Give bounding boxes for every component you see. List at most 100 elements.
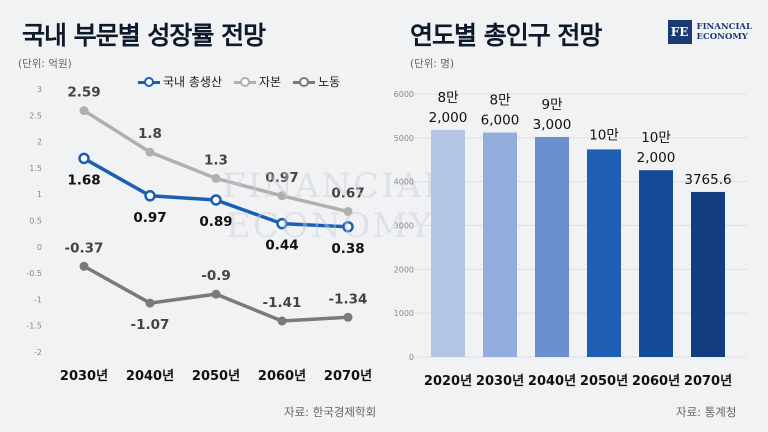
y-tick-label: 2: [37, 138, 42, 147]
y-tick-label: 3: [37, 85, 42, 94]
data-point: [210, 194, 222, 206]
bar-value-label: 3,000: [533, 117, 572, 133]
data-label: 0.67: [331, 186, 364, 202]
bar-value-label: 2,000: [637, 150, 676, 166]
data-label: 1.8: [138, 126, 162, 142]
legend-item-gdp: 국내 총생산: [138, 73, 222, 90]
y-tick-label: 4000: [394, 178, 414, 187]
x-tick-label: 2040년: [528, 374, 576, 389]
data-label: -1.34: [329, 291, 368, 307]
left-chart-unit: (단위: 억원): [18, 58, 72, 70]
y-tick-label: 0.5: [29, 217, 42, 226]
data-label: 0.44: [265, 238, 298, 254]
data-label: -1.41: [263, 295, 302, 311]
bar-value-label: 10만: [641, 130, 671, 146]
legend-label-gdp: 국내 총생산: [163, 75, 223, 89]
data-point: [343, 207, 353, 217]
data-label: 0.89: [199, 214, 232, 230]
bar: [587, 149, 621, 357]
logo-line1: FINANCIAL: [696, 22, 752, 32]
legend-swatch-gdp: [138, 76, 160, 87]
data-point: [211, 289, 221, 299]
x-tick-label: 2050년: [580, 374, 628, 389]
data-point: [78, 152, 90, 165]
x-tick-label: 2030년: [476, 374, 524, 389]
data-point: [79, 261, 89, 271]
y-tick-label: 1000: [394, 309, 414, 318]
left-chart-legend: 국내 총생산 자본 노동: [138, 73, 340, 90]
bar-value-label: 8만: [489, 93, 510, 109]
y-tick-label: 1: [37, 190, 42, 199]
data-label: -0.37: [65, 240, 104, 256]
logo-line2: ECONOMY: [696, 32, 748, 42]
financial-economy-logo: FE FINANCIAL ECONOMY: [667, 20, 752, 44]
logo-badge: FE: [667, 20, 692, 44]
data-point: [276, 217, 288, 230]
legend-item-labor: 노동: [293, 73, 340, 90]
x-tick-label: 2070년: [324, 369, 372, 384]
data-point: [145, 298, 155, 308]
legend-label-labor: 노동: [318, 75, 341, 89]
x-tick-label: 2050년: [192, 369, 240, 384]
bar: [431, 129, 465, 357]
right-chart-title: 연도별 총인구 전망: [410, 21, 602, 50]
data-point: [277, 191, 287, 201]
data-label: 0.97: [133, 210, 166, 226]
data-label: 1.68: [67, 172, 100, 188]
y-tick-label: -2: [34, 348, 42, 357]
left-chart-source: 자료: 한국경제학회: [284, 405, 377, 419]
y-tick-label: 0: [37, 243, 42, 252]
y-tick-label: 3000: [394, 222, 414, 231]
data-label: 0.38: [331, 241, 364, 257]
bar-value-label: 9만: [541, 97, 562, 113]
legend-swatch-capital: [234, 76, 257, 87]
bar: [691, 191, 725, 357]
right-chart-panel: 연도별 총인구 전망 (단위: 명) FINANCIAL ECONOMY 600…: [222, 0, 768, 432]
bar-value-label: 6,000: [481, 113, 520, 129]
line-chart-plot: 3 2.5 2 1.5 1 0.5 0 -0.5 -1 -1.5 -2 2030년 2040년 2050년…: [26, 85, 372, 384]
bar: [639, 170, 673, 357]
data-label: -1.07: [131, 317, 170, 333]
y-tick-label: -1: [34, 295, 42, 304]
y-tick-label: -1.5: [26, 322, 42, 331]
bar: [483, 132, 517, 357]
x-tick-label: 2040년: [126, 369, 174, 384]
data-point: [342, 221, 354, 233]
left-chart-title: 국내 부문별 성장률 전망: [22, 21, 266, 50]
bar-value-label: 2,000: [429, 110, 468, 126]
legend-label-capital: 자본: [259, 75, 282, 89]
y-tick-label: 0: [409, 353, 414, 362]
left-chart-panel: 국내 부문별 성장률 전망 (단위: 억원) 국내 총생산 자본 노동 3 2.5…: [18, 21, 377, 419]
right-chart-source: 자료: 통계청: [676, 405, 737, 419]
x-tick-label: 2060년: [632, 374, 680, 389]
y-tick-label: 2000: [394, 265, 414, 274]
bar-value-label: 3765.6: [684, 172, 731, 188]
data-label: 2.59: [67, 85, 100, 101]
x-tick-label: 2070년: [684, 374, 732, 389]
logo-text: FINANCIAL ECONOMY: [697, 22, 752, 42]
data-point: [277, 316, 287, 326]
data-label: 0.97: [265, 170, 298, 186]
y-tick-label: 6000: [394, 90, 414, 99]
y-tick-label: 5000: [394, 134, 414, 143]
legend-swatch-labor: [293, 76, 316, 87]
bar: [535, 137, 569, 357]
data-point: [211, 173, 221, 183]
data-label: -0.9: [201, 268, 231, 284]
legend-item-capital: 자본: [234, 73, 281, 90]
data-label: 1.3: [204, 152, 228, 168]
right-chart-unit: (단위: 명): [410, 58, 455, 70]
x-tick-label: 2030년: [60, 369, 108, 384]
data-point: [79, 106, 89, 116]
y-tick-label: -0.5: [26, 269, 42, 278]
y-tick-label: 2.5: [29, 111, 42, 120]
data-point: [144, 190, 156, 202]
data-point: [343, 312, 353, 322]
x-tick-label: 2060년: [258, 369, 306, 384]
data-point: [145, 147, 155, 157]
x-tick-label: 2020년: [424, 374, 472, 389]
bar-chart-plot: 6000 5000 4000 3000 2000 1000 0 2,000 8만 2020년 6,0…: [394, 90, 747, 389]
bar-value-label: 8만: [437, 90, 458, 106]
bar-value-label: 10만: [589, 127, 619, 143]
y-tick-label: 1.5: [29, 164, 42, 173]
